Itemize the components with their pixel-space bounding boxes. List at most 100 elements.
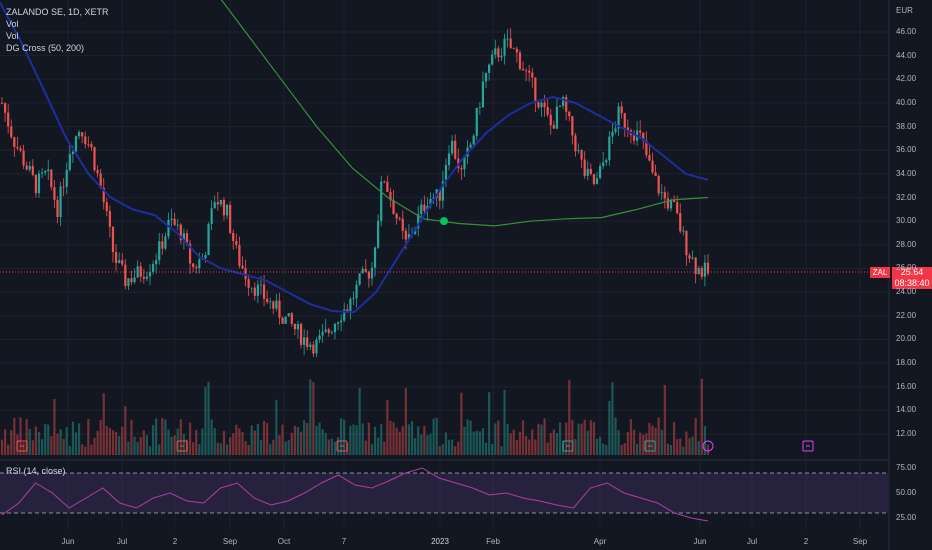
volume-bar (642, 434, 645, 455)
candle-body (315, 339, 318, 354)
candle-body (404, 230, 407, 240)
volume-bar (37, 432, 41, 455)
earnings-icon[interactable] (16, 440, 28, 452)
volume-bar (139, 437, 142, 455)
candle-body (71, 151, 75, 155)
candle-body (330, 332, 333, 333)
volume-bar (56, 433, 59, 455)
candle-body (90, 144, 93, 148)
candle-body (105, 202, 108, 212)
candle-body (608, 136, 611, 161)
candle-body (380, 181, 383, 221)
volume-bar (595, 438, 599, 455)
candle-body (571, 116, 574, 136)
candle-body (503, 38, 506, 56)
candle-body (481, 81, 485, 108)
candle-body (386, 181, 389, 193)
symbol-title[interactable]: ZALANDO SE, 1D, XETR (6, 7, 109, 17)
indicator-legend[interactable]: DG Cross (50, 200) (6, 43, 85, 53)
candle-body (531, 72, 534, 78)
symbol-tag: ZAL (870, 267, 890, 278)
volume-bar (392, 422, 395, 455)
volume-bar (608, 400, 611, 455)
candle-body (355, 284, 358, 299)
volume-bar (645, 433, 648, 455)
volume-bar (497, 420, 500, 455)
volume-bar (441, 444, 444, 455)
volume-bar (383, 441, 386, 455)
earnings-icon[interactable] (562, 440, 574, 452)
volume-bar (651, 425, 654, 455)
candle-body (703, 262, 707, 277)
volume-bar (657, 417, 660, 455)
candle-body (170, 218, 173, 220)
candle-body (225, 204, 229, 216)
volume-bar (639, 432, 642, 455)
candle-body (349, 298, 352, 311)
volume-bar (272, 439, 275, 455)
time-tick-label: Apr (593, 537, 607, 546)
volume-bar (219, 443, 222, 455)
volume-bar (549, 433, 552, 455)
dg-cross-marker[interactable] (440, 217, 448, 226)
candle-body (469, 144, 472, 148)
candle-body (534, 77, 537, 103)
earnings-icon[interactable] (336, 440, 348, 452)
volume-bar (580, 423, 583, 455)
volume-bar (429, 433, 432, 455)
volume-bar (543, 418, 546, 455)
volume-bar (333, 441, 337, 455)
candle-body (346, 309, 349, 311)
candle-body (577, 150, 580, 152)
volume-bar (50, 436, 53, 455)
volume-bar (327, 439, 330, 455)
candle-body (259, 284, 263, 286)
volume-bar (81, 444, 84, 455)
volume-bar (84, 446, 87, 455)
candle-body (691, 257, 694, 259)
volume-bar (700, 378, 703, 455)
volume-bar (478, 431, 481, 455)
volume-bar (685, 431, 688, 455)
volume-bar (127, 441, 130, 455)
volume-bar (256, 424, 259, 455)
volume-bar (22, 442, 25, 455)
candle-body (623, 113, 626, 128)
event-markers[interactable] (16, 440, 814, 452)
dividend-icon[interactable] (702, 440, 714, 452)
volume-bar (620, 444, 623, 455)
candle-body (370, 267, 374, 279)
volume-bar (488, 392, 491, 455)
candle-body (367, 271, 370, 279)
volume-bar (395, 427, 398, 455)
candle-body (3, 103, 7, 113)
rsi-line (1, 467, 709, 522)
candle-body (47, 169, 50, 172)
vol-legend-1[interactable]: Vol (6, 19, 19, 29)
volume-bar (451, 439, 454, 455)
volume-bar (525, 435, 528, 455)
volume-bar (309, 379, 312, 455)
candle-body (179, 224, 182, 241)
earnings-icon[interactable] (176, 440, 188, 452)
rsi-legend[interactable]: RSI (14, close) (6, 466, 66, 476)
volume-bar (133, 436, 136, 455)
price-tick-label: 12.00 (896, 429, 917, 438)
candle-body (460, 168, 463, 170)
time-tick-label: 2 (172, 537, 178, 546)
candle-body (589, 168, 592, 175)
candle-body (420, 204, 423, 214)
volume-bar (253, 430, 256, 455)
vol-legend-2[interactable]: Vol (6, 31, 19, 41)
volume-bar (343, 419, 346, 455)
candle-body (417, 213, 420, 229)
earnings-icon[interactable] (802, 440, 814, 452)
volume-bar (586, 430, 589, 455)
candle-body (111, 226, 115, 253)
candle-body (605, 160, 608, 163)
candle-body (204, 255, 207, 259)
volume-bar (241, 432, 244, 455)
earnings-icon[interactable] (644, 440, 656, 452)
